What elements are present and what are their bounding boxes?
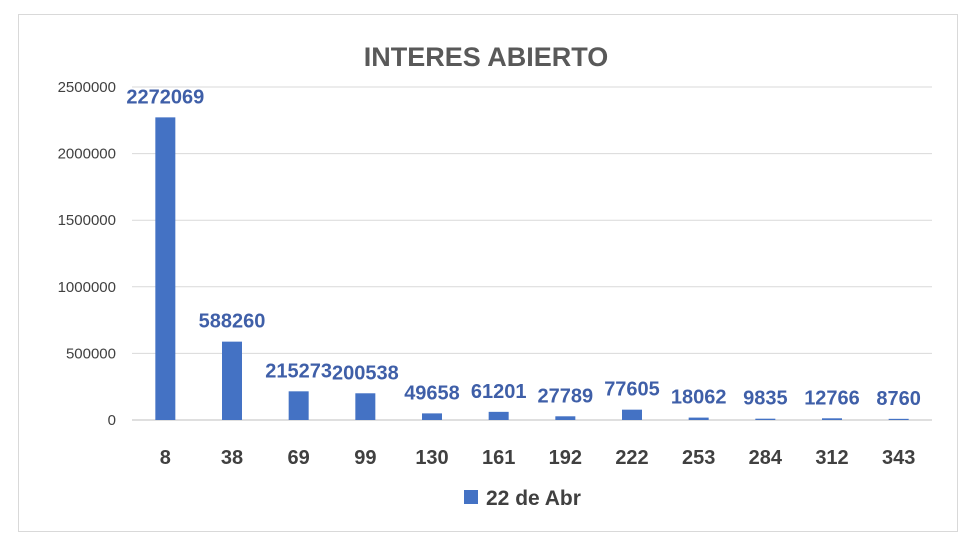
data-label: 49658 (404, 382, 460, 404)
x-tick-label: 343 (882, 447, 915, 469)
bar (288, 391, 309, 420)
x-tick-label: 161 (482, 447, 515, 469)
data-label: 61201 (471, 381, 527, 403)
gridlines (132, 86, 932, 421)
bar (222, 341, 242, 420)
data-label: 200538 (332, 362, 399, 384)
bar (622, 409, 642, 420)
x-tick-label: 69 (288, 447, 310, 469)
x-tick-label: 312 (815, 447, 848, 469)
legend-swatch (464, 490, 478, 504)
x-tick-label: 222 (615, 447, 648, 469)
bar (355, 393, 376, 420)
legend: 22 de Abr (464, 487, 581, 510)
x-tick-label: 8 (160, 447, 171, 469)
data-label: 18062 (671, 387, 727, 409)
bar (555, 416, 576, 420)
x-tick-label: 253 (682, 447, 715, 469)
x-tick-label: 38 (221, 447, 243, 469)
chart-title: INTERES ABIERTO (364, 42, 609, 72)
y-axis-ticks: 0 500000 1000000 1500000 2000000 2500000 (58, 79, 116, 429)
legend-label: 22 de Abr (486, 487, 581, 510)
data-label: 2272069 (126, 86, 204, 108)
data-label: 215273 (265, 360, 332, 382)
x-tick-label: 284 (749, 447, 783, 469)
x-axis-ticks: 8 38 69 99 130 161 192 222 253 284 312 343 (160, 447, 916, 469)
data-label: 27789 (538, 385, 594, 407)
bar (888, 418, 909, 420)
y-tick-label: 500000 (66, 345, 116, 362)
bar (688, 417, 709, 420)
bar (155, 117, 176, 420)
y-tick-label: 1500000 (58, 212, 116, 229)
bar (755, 418, 776, 420)
data-label: 8760 (876, 388, 921, 410)
bar (422, 413, 442, 420)
bar (488, 411, 509, 420)
data-label: 77605 (604, 379, 660, 401)
x-tick-label: 99 (354, 447, 376, 469)
x-tick-label: 192 (549, 447, 582, 469)
y-tick-label: 1000000 (58, 279, 116, 296)
bar (822, 418, 842, 420)
data-label: 588260 (199, 311, 266, 333)
y-tick-label: 2000000 (58, 146, 116, 163)
bars (155, 117, 909, 420)
y-tick-label: 0 (108, 412, 116, 429)
y-tick-label: 2500000 (58, 79, 116, 96)
data-label: 9835 (743, 388, 788, 410)
data-label: 12766 (804, 387, 860, 409)
x-tick-label: 130 (415, 447, 448, 469)
